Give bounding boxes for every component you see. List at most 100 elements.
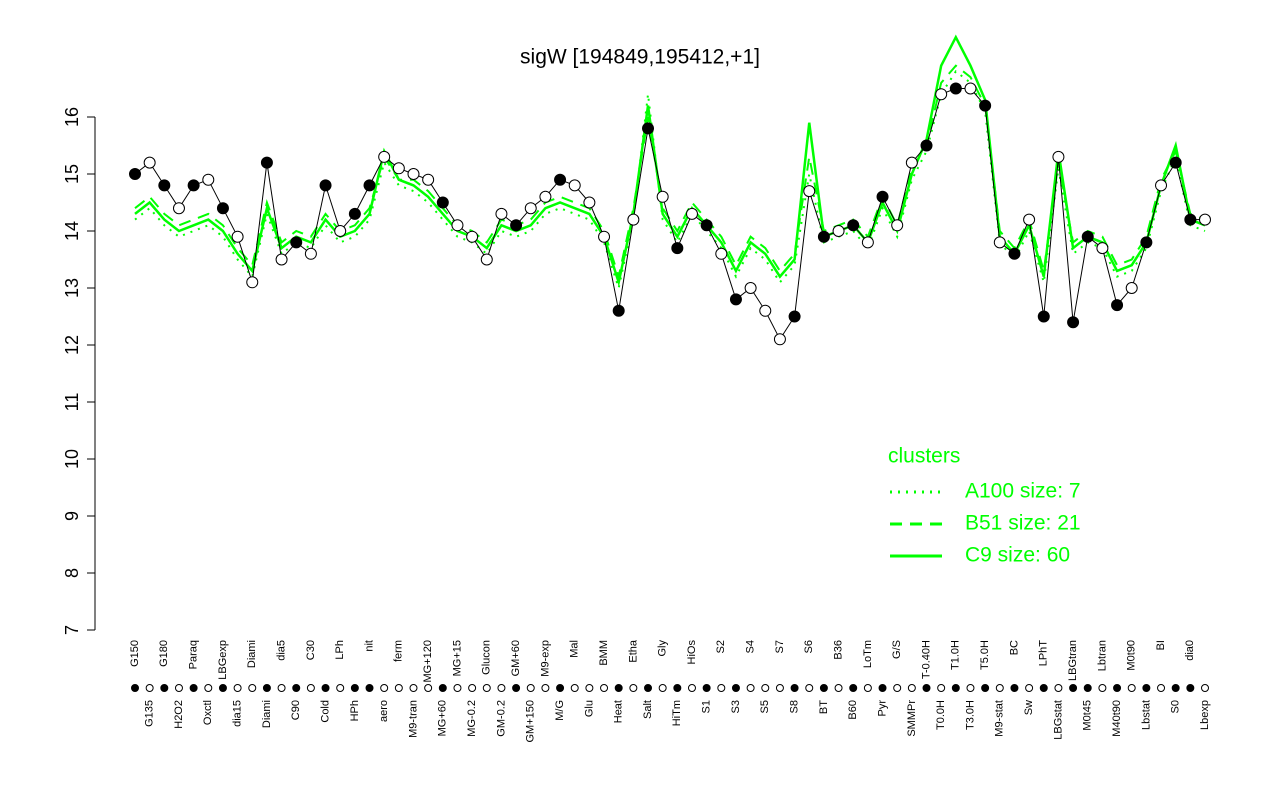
x-tick-dot	[131, 684, 139, 692]
x-tick-label: H2O2	[173, 700, 185, 729]
data-point	[1111, 299, 1124, 312]
x-tick-label: M/G	[554, 700, 566, 721]
x-tick-dot	[541, 684, 550, 692]
data-point	[187, 179, 200, 192]
data-point	[466, 230, 479, 243]
x-tick-dot	[1186, 684, 1195, 692]
x-tick-label: LoTm	[862, 640, 874, 668]
y-tick-label: 8	[62, 568, 82, 578]
data-point	[1140, 236, 1153, 249]
data-point	[1169, 156, 1182, 169]
x-tick-label: BC	[1008, 640, 1020, 655]
x-tick-label: Salt	[642, 700, 654, 719]
x-tick-label: S7	[774, 640, 786, 653]
data-point	[685, 207, 698, 220]
x-tick-label: HiTm	[671, 700, 683, 726]
data-point	[744, 282, 757, 294]
legend-label: A100 size: 7	[965, 480, 1081, 503]
data-point	[422, 173, 435, 186]
y-tick-label: 15	[62, 164, 82, 184]
x-tick-dot	[1113, 684, 1122, 692]
x-tick-dot	[204, 684, 213, 692]
x-tick-label: GM+60	[510, 640, 522, 676]
data-point	[715, 247, 728, 260]
x-tick-label: C90	[290, 700, 302, 720]
x-tick-dot	[834, 684, 843, 692]
x-tick-label: T5.0H	[979, 640, 991, 670]
x-tick-dot	[1171, 684, 1180, 692]
data-point	[334, 225, 347, 237]
x-tick-dot	[218, 684, 227, 692]
data-point	[510, 219, 523, 232]
profile-line	[134, 88, 1205, 341]
x-tick-dot	[922, 684, 931, 692]
x-tick-label: G135	[144, 700, 156, 727]
cluster-line	[134, 64, 1206, 281]
data-point	[583, 196, 596, 209]
data-point	[598, 230, 611, 243]
x-tick-dot	[497, 684, 506, 692]
data-point	[539, 190, 552, 203]
x-tick-label: GM-0.2	[495, 700, 507, 737]
x-tick-label: T-0.40H	[920, 640, 932, 679]
data-point	[847, 219, 860, 232]
x-tick-dot	[687, 684, 696, 692]
x-tick-dot	[394, 684, 403, 692]
y-tick-label: 13	[62, 278, 82, 298]
data-point	[920, 139, 933, 152]
y-tick-label: 12	[62, 335, 82, 355]
y-tick-label: 9	[62, 511, 82, 521]
data-point	[964, 82, 977, 95]
data-point	[407, 168, 420, 180]
x-tick-label: Gly	[657, 640, 669, 657]
data-point	[612, 304, 625, 317]
data-point	[1081, 230, 1094, 243]
x-tick-label: M0t90	[1126, 640, 1138, 671]
data-point	[480, 253, 493, 266]
x-tick-dot	[1025, 684, 1034, 692]
x-tick-dot	[746, 684, 755, 692]
x-tick-label: B36	[832, 640, 844, 660]
x-tick-label: Glucon	[481, 640, 493, 675]
x-tick-dot	[1127, 684, 1136, 692]
x-tick-dot	[365, 684, 374, 692]
data-point	[158, 179, 171, 192]
x-tick-label: M40t90	[1111, 700, 1123, 737]
x-tick-dot	[306, 684, 315, 692]
x-tick-dot	[482, 684, 491, 692]
x-tick-label: GM+150	[525, 700, 537, 743]
data-point	[1125, 282, 1138, 294]
x-tick-label: Mal	[569, 640, 581, 658]
data-point	[671, 242, 684, 255]
x-tick-label: G/S	[891, 640, 903, 659]
x-tick-dot	[1069, 684, 1078, 692]
x-tick-label: LBGexp	[217, 640, 229, 680]
x-tick-dot	[350, 684, 359, 692]
data-point	[436, 196, 449, 209]
x-tick-dot	[277, 684, 286, 692]
data-point	[788, 310, 801, 323]
x-tick-dot	[321, 684, 330, 692]
y-tick-label: 11	[62, 393, 82, 412]
data-point	[656, 190, 669, 203]
x-tick-dot	[849, 684, 858, 692]
data-point	[1067, 316, 1080, 329]
data-point	[378, 150, 391, 163]
data-point	[979, 99, 992, 112]
x-tick-dot	[145, 684, 154, 692]
x-tick-label: Heat	[613, 700, 625, 723]
data-point	[363, 179, 376, 192]
x-tick-label: M0t45	[1082, 700, 1094, 731]
x-tick-dot	[1054, 684, 1063, 692]
x-tick-label: dia0	[1184, 640, 1196, 661]
x-tick-label: S0	[1170, 700, 1182, 713]
data-point	[993, 236, 1006, 249]
x-tick-label: S1	[701, 700, 713, 713]
x-tick-dot	[1157, 684, 1166, 692]
x-tick-dot	[1098, 684, 1107, 692]
x-tick-label: Lbstat	[1140, 700, 1152, 730]
x-tick-dot	[233, 684, 242, 692]
data-point	[451, 219, 464, 232]
x-tick-dot	[424, 684, 433, 692]
x-tick-label: dia5	[275, 640, 287, 661]
